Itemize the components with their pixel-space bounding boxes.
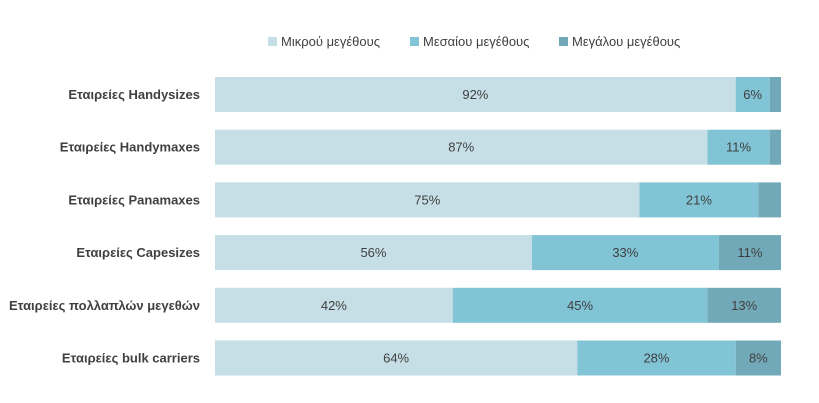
bar-segment bbox=[735, 340, 781, 376]
category-label: Εταιρείες Panamaxes bbox=[68, 192, 200, 207]
bar-segment bbox=[707, 287, 781, 323]
data-label: 28% bbox=[643, 351, 669, 366]
bar-segment bbox=[758, 182, 781, 218]
legend-swatch bbox=[559, 37, 568, 46]
data-label: 56% bbox=[360, 245, 386, 260]
data-label: 42% bbox=[321, 298, 347, 313]
legend-item: Μικρού μεγέθους bbox=[268, 34, 380, 49]
data-label: 11% bbox=[737, 245, 762, 260]
bar-segment bbox=[215, 287, 453, 323]
category-label: Εταιρείες πολλαπλών μεγεθών bbox=[9, 298, 200, 313]
data-label: 33% bbox=[612, 245, 638, 260]
bar-segment bbox=[215, 235, 532, 271]
plot-area: Εταιρείες Handysizes 92% 6%Εταιρείες Handy… bbox=[9, 77, 781, 376]
bar-row: Εταιρείες Capesizes 56% 33% 11% bbox=[76, 235, 781, 271]
bar-segment bbox=[769, 129, 781, 165]
bar-segment bbox=[531, 235, 719, 271]
bar-row: Εταιρείες πολλαπλών μεγεθών 42% 45% 13% bbox=[9, 287, 781, 323]
legend-label: Μικρού μεγέθους bbox=[281, 34, 380, 49]
bar-row: Εταιρείες bulk carriers 64% 28% 8% bbox=[62, 340, 781, 376]
bar-segment bbox=[577, 340, 736, 376]
bar-segment bbox=[639, 182, 759, 218]
data-label: 75% bbox=[414, 192, 440, 207]
bar-segment bbox=[707, 129, 770, 165]
legend-label: Μεσαίου μεγέθους bbox=[423, 34, 529, 49]
bar-segment bbox=[215, 77, 736, 112]
data-label: 87% bbox=[448, 140, 474, 155]
legend: Μικρού μεγέθους Μεσαίου μεγέθους Μεγάλου μ… bbox=[268, 34, 680, 49]
category-label: Εταιρείες bulk carriers bbox=[62, 351, 200, 366]
data-label: 6% bbox=[743, 87, 762, 102]
data-label: 92% bbox=[462, 87, 488, 102]
category-label: Εταιρείες Handymaxes bbox=[60, 140, 200, 155]
bar-segment bbox=[215, 182, 640, 218]
data-label: 13% bbox=[731, 298, 757, 313]
bar-row: Εταιρείες Handysizes 92% 6% bbox=[68, 77, 781, 112]
bar-segment bbox=[735, 77, 770, 112]
data-label: 64% bbox=[383, 351, 409, 366]
legend-swatch bbox=[268, 37, 277, 46]
bar-segment bbox=[215, 129, 708, 165]
data-label: 21% bbox=[686, 192, 712, 207]
legend-item: Μεγάλου μεγέθους bbox=[559, 34, 680, 49]
category-label: Εταιρείες Handysizes bbox=[68, 87, 200, 102]
bar-segment bbox=[718, 235, 781, 271]
bar-segment bbox=[215, 340, 578, 376]
legend-swatch bbox=[410, 37, 419, 46]
legend-item: Μεσαίου μεγέθους bbox=[410, 34, 529, 49]
legend-label: Μεγάλου μεγέθους bbox=[572, 34, 680, 49]
bar-segment bbox=[769, 77, 781, 112]
bar-row: Εταιρείες Handymaxes 87% 11% bbox=[60, 129, 781, 165]
bar-row: Εταιρείες Panamaxes 75% 21% bbox=[68, 182, 781, 218]
category-label: Εταιρείες Capesizes bbox=[76, 245, 200, 260]
bar-segment bbox=[452, 287, 708, 323]
data-label: 45% bbox=[567, 298, 593, 313]
data-label: 8% bbox=[749, 351, 768, 366]
data-label: 11% bbox=[726, 140, 751, 155]
